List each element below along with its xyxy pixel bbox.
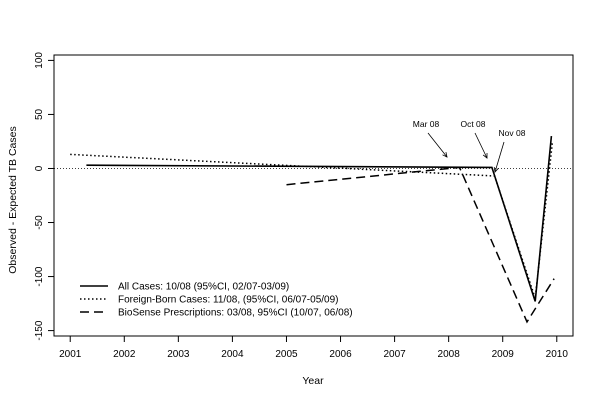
y-axis-title: Observed - Expected TB Cases	[7, 126, 19, 273]
x-tick-label: 2006	[329, 349, 352, 360]
series-line-solid	[86, 136, 553, 302]
x-axis-title: Year	[302, 375, 324, 387]
x-tick-label: 2007	[383, 349, 406, 360]
annotation-arrow	[427, 132, 448, 158]
annotation-layer: Mar 08 Oct 08 Nov 08	[413, 119, 526, 173]
y-axis: -150 -100 -50 0 50 100	[34, 52, 54, 341]
annotation-label: Mar 08	[413, 119, 440, 129]
annotation-label: Oct 08	[460, 119, 485, 129]
x-tick-label: 2001	[59, 349, 82, 360]
annotation-arrow	[494, 141, 505, 173]
series-line-dotted	[70, 141, 554, 299]
y-tick-label: -50	[34, 215, 45, 230]
x-tick-label: 2008	[438, 349, 461, 360]
x-axis: 2001 2002 2003 2004 2005 2006 2007 2008 2009 2010	[59, 336, 568, 360]
y-tick-label: 100	[34, 52, 45, 69]
x-tick-label: 2010	[546, 349, 569, 360]
x-tick-label: 2004	[221, 349, 244, 360]
series-layer	[70, 136, 555, 324]
plot-area	[53, 54, 574, 337]
x-tick-label: 2005	[275, 349, 298, 360]
y-tick-label: 0	[34, 165, 45, 171]
x-tick-label: 2009	[492, 349, 515, 360]
legend-label: Foreign-Born Cases: 11/08, (95%CI, 06/07…	[118, 295, 339, 306]
series-line-dashed	[286, 166, 555, 324]
annotation-label: Nov 08	[499, 128, 526, 138]
x-tick-label: 2003	[167, 349, 190, 360]
annotation-arrowhead	[442, 152, 448, 158]
legend-label: BioSense Prescriptions: 03/08, 95%CI (10…	[118, 308, 353, 319]
plot-frame	[53, 54, 574, 337]
y-tick-label: 50	[34, 108, 45, 120]
y-tick-label: -150	[34, 320, 45, 340]
x-tick-label: 2002	[113, 349, 136, 360]
annotation-arrowhead	[493, 166, 499, 173]
annotation-arrowhead	[482, 152, 488, 159]
y-tick-label: -100	[34, 266, 45, 286]
legend: All Cases: 10/08 (95%CI, 02/07-03/09) For…	[80, 282, 353, 319]
annotation-arrow	[474, 132, 488, 159]
legend-label: All Cases: 10/08 (95%CI, 02/07-03/09)	[118, 282, 289, 293]
